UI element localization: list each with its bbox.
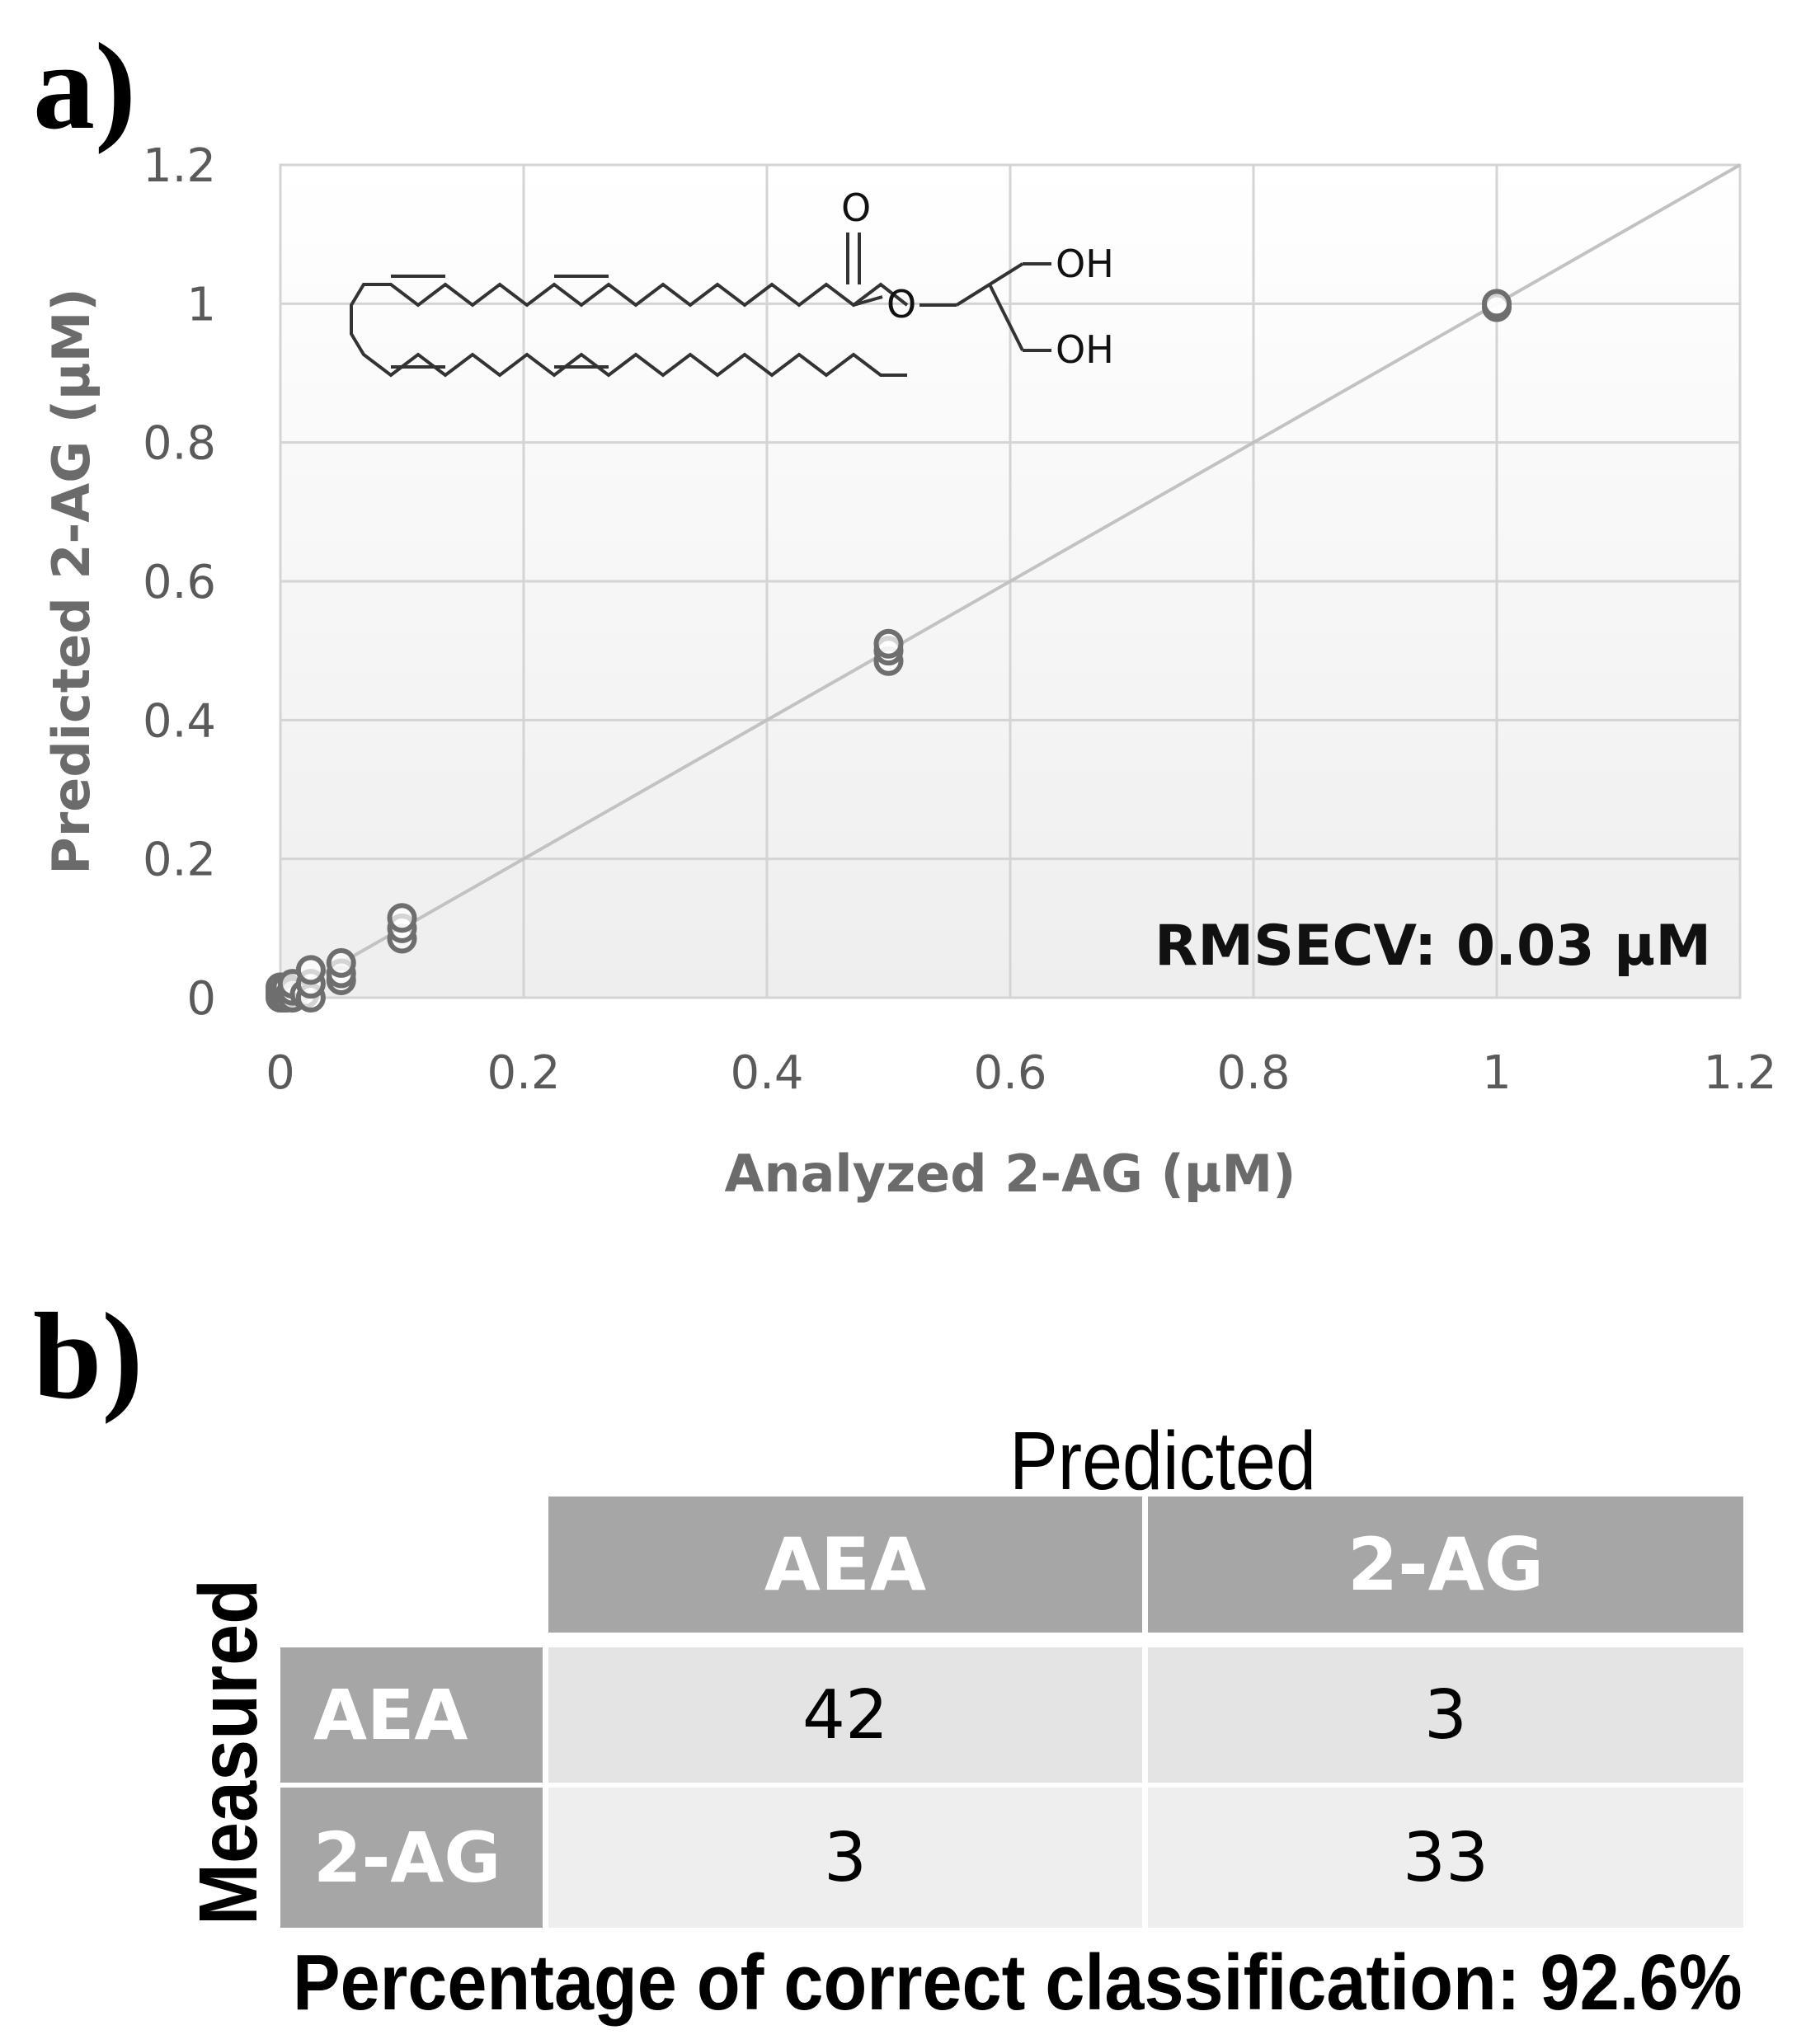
classification-summary: Percentage of correct classification: 92…	[293, 1938, 1743, 2027]
x-tick-label: 0.8	[1216, 1046, 1290, 1100]
carbonyl-oxygen: O	[841, 186, 871, 230]
y-tick-label: 0.8	[143, 417, 216, 471]
scatter-chart: 00.20.40.60.811.2 0 0.2 0.4 0.6 0.8 1 1.2 O O …	[41, 139, 1777, 1204]
x-axis-title: Analyzed 2-AG (µM)	[724, 1144, 1296, 1204]
x-tick-label: 1	[1482, 1046, 1512, 1100]
cell-2ag-2ag: 33	[1148, 1788, 1743, 1928]
cell-aea-aea: 42	[548, 1647, 1142, 1783]
row-header-2ag: 2-AG	[280, 1788, 543, 1928]
x-tick-label: 1.2	[1703, 1046, 1776, 1100]
x-tick-label: 0	[266, 1046, 295, 1100]
hydroxyl-bottom: OH	[1056, 327, 1114, 372]
y-tick-label: 0.6	[143, 556, 216, 609]
x-tick-label: 0.2	[487, 1046, 560, 1100]
x-tick-label: 0.6	[973, 1046, 1046, 1100]
data-point	[873, 628, 904, 659]
y-tick-label: 1	[186, 278, 216, 331]
measured-header: Measured	[182, 1578, 275, 1925]
column-header-aea: AEA	[548, 1497, 1142, 1633]
data-point	[1482, 289, 1512, 319]
data-point	[326, 947, 356, 978]
hydroxyl-top: OH	[1056, 242, 1114, 286]
cell-aea-2ag: 3	[1148, 1647, 1743, 1783]
data-point	[295, 955, 326, 985]
data-points	[266, 289, 1512, 1013]
predicted-header: Predicted	[1009, 1415, 1316, 1507]
data-point	[387, 903, 417, 933]
ester-oxygen: O	[887, 282, 916, 327]
y-tick-labels: 0 0.2 0.4 0.6 0.8 1 1.2	[143, 139, 216, 1026]
x-tick-label: 0.4	[730, 1046, 803, 1100]
row-header-aea: AEA	[280, 1647, 543, 1783]
y-tick-label: 1.2	[143, 139, 216, 193]
chemical-structure	[350, 233, 1051, 378]
y-axis-title: Predicted 2-AG (µM)	[41, 288, 101, 874]
panel-label-a: a)	[33, 18, 136, 155]
panel-label-b: b)	[33, 1288, 143, 1425]
cell-2ag-aea: 3	[548, 1788, 1142, 1928]
rmsecv-annotation: RMSECV: 0.03 µM	[1155, 914, 1711, 979]
y-tick-label: 0.2	[143, 834, 216, 887]
column-header-2ag: 2-AG	[1148, 1497, 1743, 1633]
x-tick-labels: 0 0.2 0.4 0.6 0.8 1 1.2	[266, 1046, 1776, 1100]
y-tick-label: 0	[186, 972, 216, 1026]
y-tick-label: 0.4	[143, 694, 216, 748]
